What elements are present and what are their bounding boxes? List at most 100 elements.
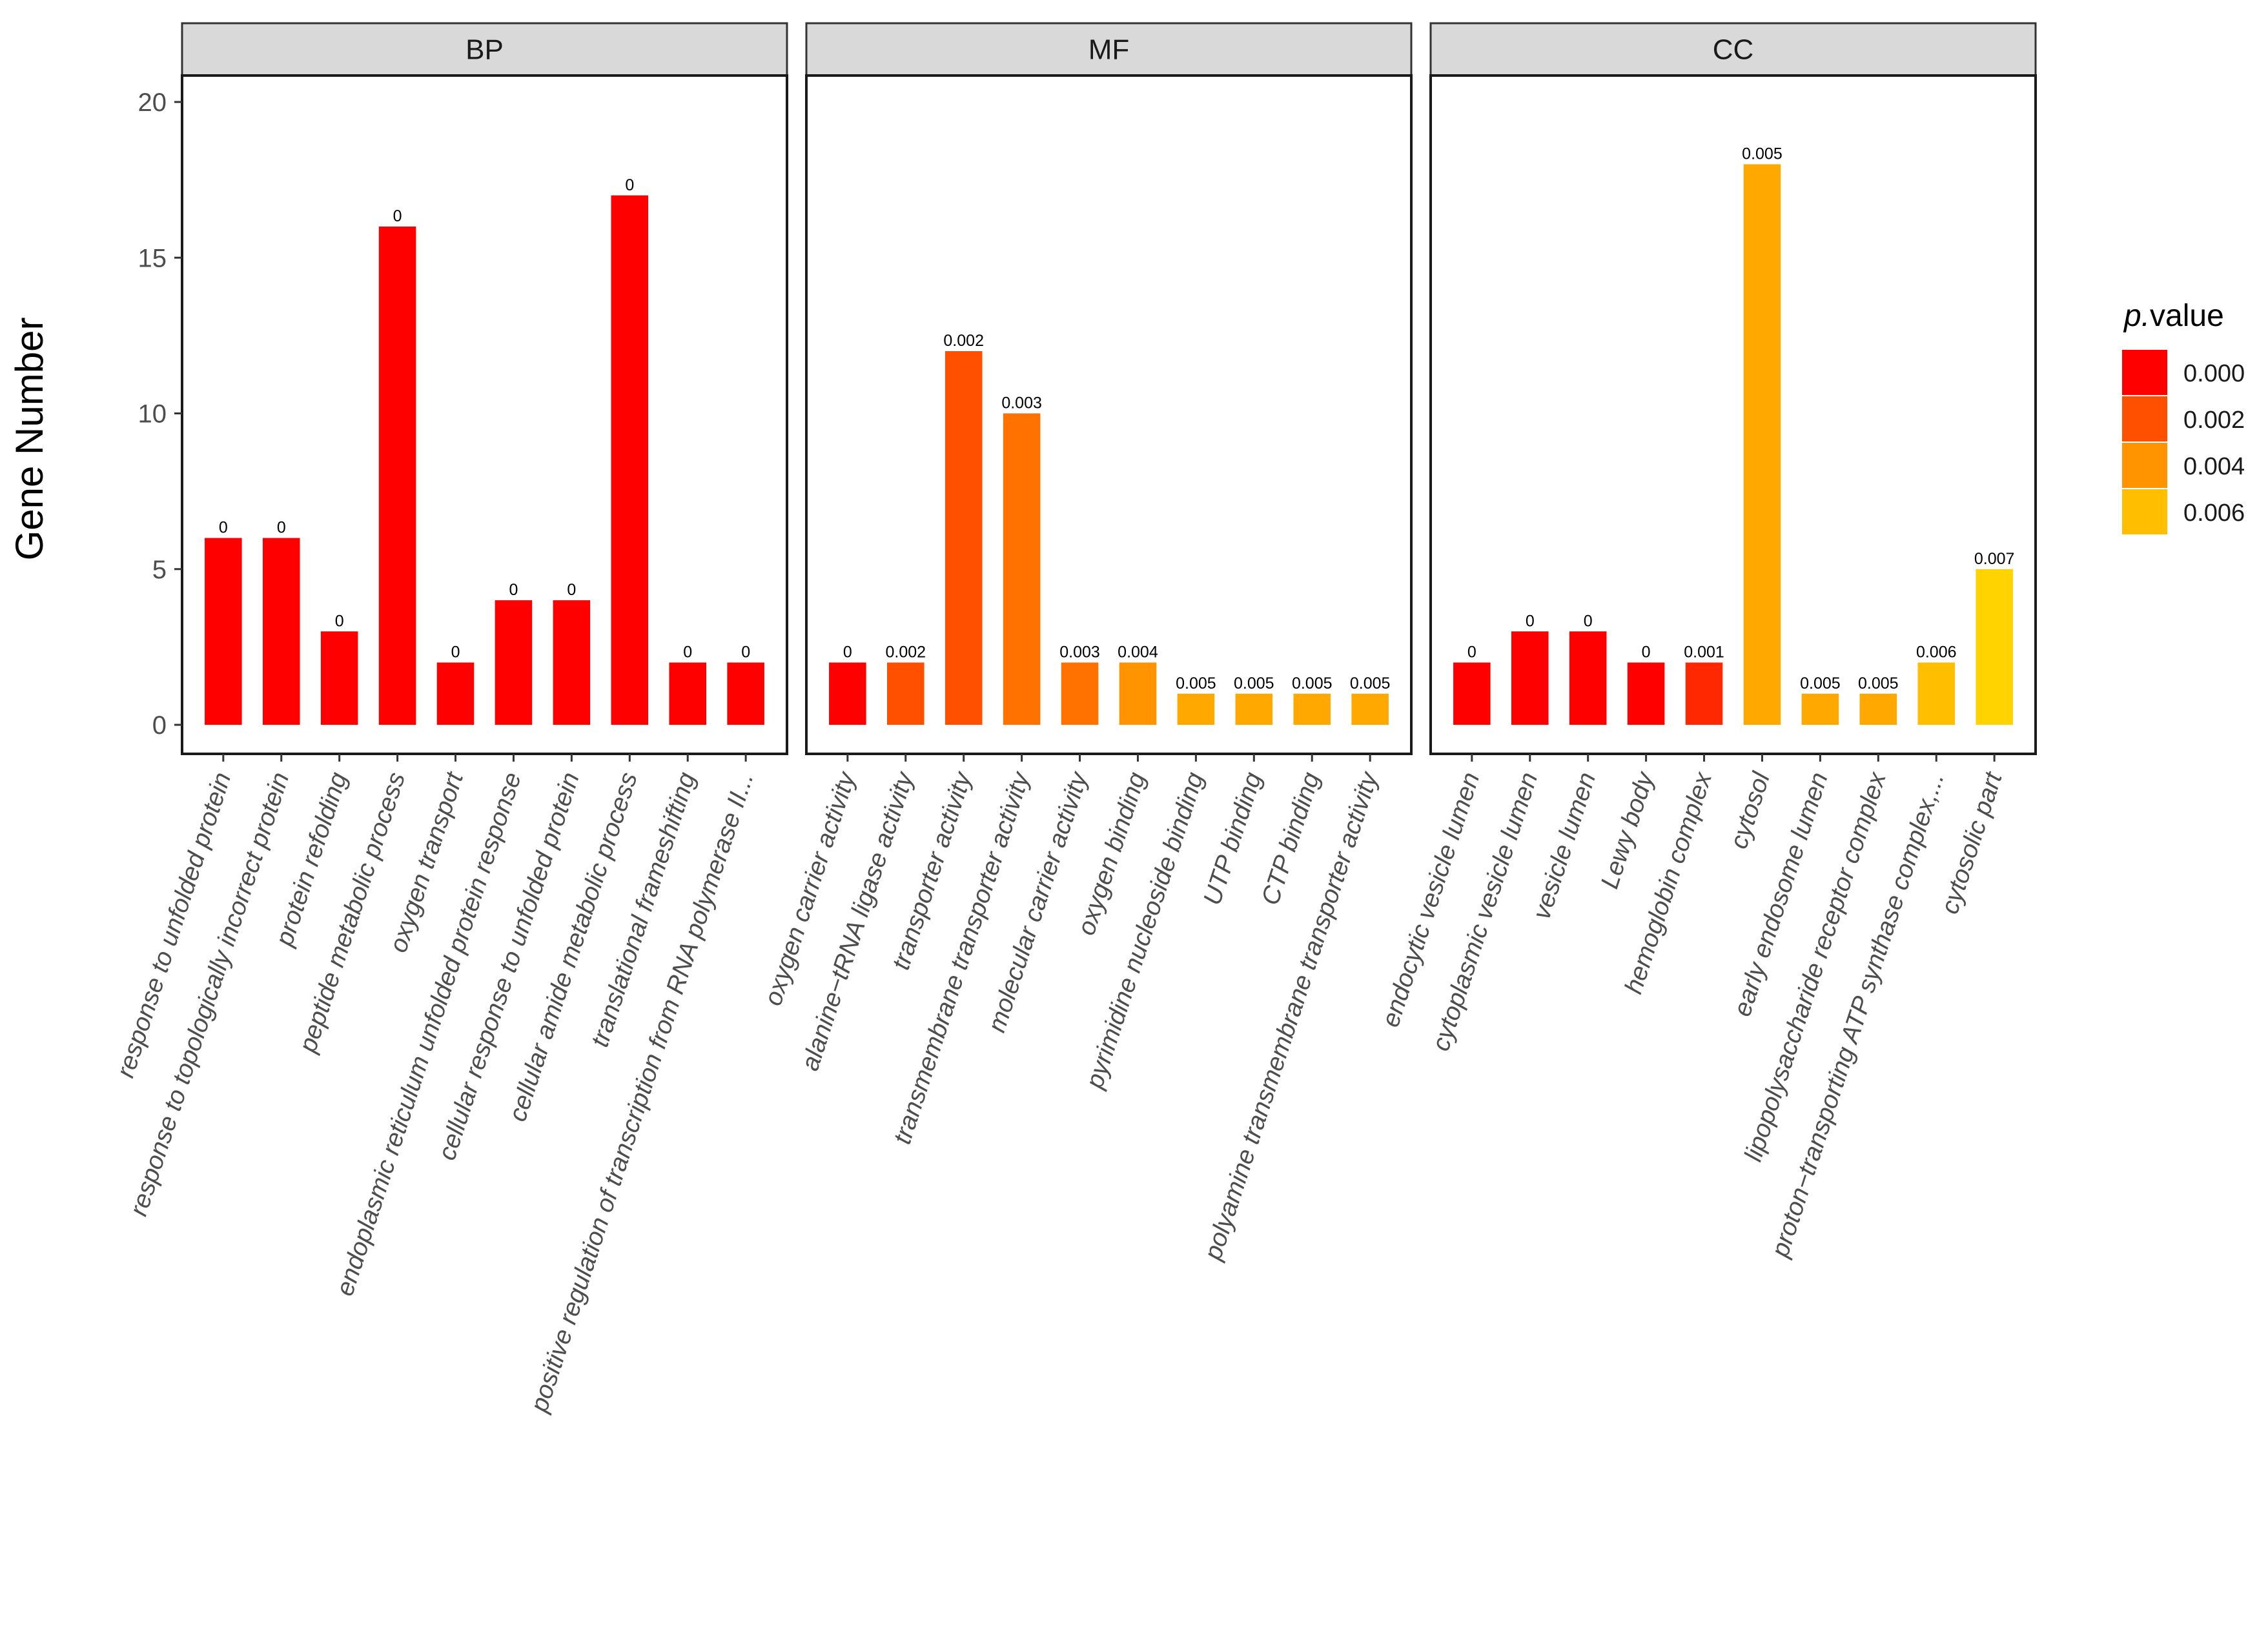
legend-label: 0.002 — [2183, 407, 2245, 434]
bar — [1453, 662, 1491, 725]
bar-value-label: 0 — [1642, 643, 1651, 662]
bar-value-label: 0.001 — [1684, 643, 1724, 662]
bar — [1685, 662, 1723, 725]
bar-value-label: 0.004 — [1118, 643, 1158, 662]
bar-value-label: 0.005 — [1858, 674, 1899, 693]
bar-value-label: 0 — [219, 519, 228, 537]
bar — [495, 600, 533, 725]
bar-value-label: 0 — [277, 519, 286, 537]
legend-key — [2121, 349, 2169, 396]
bar-value-label: 0.007 — [1974, 550, 2015, 568]
facet-strip-label: CC — [1713, 34, 1754, 66]
bar-value-label: 0 — [393, 207, 402, 225]
bar — [1293, 693, 1331, 725]
bar-value-label: 0.005 — [1234, 674, 1274, 693]
legend-title-suffix: value — [2150, 299, 2224, 333]
bar-value-label: 0 — [1584, 612, 1593, 630]
bar-value-label: 0 — [741, 643, 750, 662]
bar-value-label: 0 — [451, 643, 460, 662]
bar — [1917, 662, 1956, 725]
facet-strip — [1429, 22, 2037, 77]
bar-value-label: 0.005 — [1350, 674, 1391, 693]
legend: p.value 0.000 0.002 0.004 0.006 — [2121, 299, 2245, 536]
bar — [1177, 693, 1215, 725]
bar — [1351, 693, 1389, 725]
bar — [1976, 569, 2013, 725]
bar — [1003, 413, 1041, 725]
y-axis: 0 5 10 15 20 — [138, 88, 182, 740]
bar — [1859, 693, 1897, 725]
bar-value-label: 0.005 — [1292, 674, 1333, 693]
legend-title: p.value — [2123, 299, 2224, 333]
y-tick-label: 20 — [138, 88, 167, 117]
facet-strip-label: BP — [465, 34, 504, 66]
legend-key — [2121, 488, 2169, 536]
bar-value-label: 0.003 — [1059, 643, 1100, 662]
bar — [727, 662, 764, 725]
x-tick-label: positive regulation of transcription fro… — [525, 769, 759, 1415]
bar-value-label: 0 — [567, 581, 576, 599]
bar — [945, 351, 983, 725]
bar-value-label: 0 — [683, 643, 692, 662]
bar — [1743, 164, 1781, 725]
x-tick-label: cytosol — [1725, 768, 1776, 852]
bar — [1511, 631, 1549, 725]
bar — [1235, 693, 1273, 725]
bar-value-label: 0.002 — [943, 332, 984, 350]
bar — [262, 538, 300, 725]
bar — [1061, 662, 1099, 725]
bar-value-label: 0.005 — [1800, 674, 1841, 693]
x-tick-label: UTP binding — [1198, 769, 1267, 908]
bar — [669, 662, 707, 725]
x-tick-label: CTP binding — [1256, 769, 1325, 908]
x-tick-label: peptide metabolic process — [294, 769, 411, 1056]
bar — [320, 631, 358, 725]
bar-value-label: 0 — [625, 176, 634, 194]
legend-label: 0.004 — [2183, 453, 2245, 480]
bar — [1569, 631, 1607, 725]
legend-title-prefix: p. — [2123, 299, 2150, 333]
bar-value-label: 0.002 — [885, 643, 926, 662]
facet-strip — [181, 22, 788, 77]
bar — [553, 600, 591, 725]
legend-label: 0.000 — [2183, 360, 2245, 387]
y-tick-label: 15 — [138, 244, 167, 272]
bar-value-label: 0.005 — [1742, 145, 1783, 163]
bar — [205, 538, 242, 725]
x-tick-label: vesicle lumen — [1527, 769, 1601, 922]
bar-value-label: 0 — [1467, 643, 1476, 662]
legend-keys: 0.000 0.002 0.004 0.006 — [2121, 349, 2245, 536]
legend-key — [2121, 395, 2169, 443]
bar-value-label: 0 — [843, 643, 852, 662]
bar — [1801, 693, 1839, 725]
bar-value-label: 0.003 — [1001, 394, 1042, 412]
bar-value-label: 0 — [1526, 612, 1535, 630]
y-axis-title: Gene Number — [8, 318, 51, 561]
bar — [829, 662, 866, 725]
bar — [1119, 662, 1157, 725]
bar-value-label: 0.005 — [1176, 674, 1216, 693]
bar — [378, 227, 416, 725]
bar-value-label: 0 — [509, 581, 518, 599]
y-tick-label: 5 — [152, 556, 167, 584]
bar-value-label: 0 — [335, 612, 344, 630]
bar-value-label: 0.006 — [1916, 643, 1957, 662]
x-tick-label: cytosolic part — [1936, 767, 2008, 917]
y-tick-label: 10 — [138, 400, 167, 429]
panel-border — [805, 74, 1413, 755]
legend-label: 0.006 — [2183, 500, 2245, 527]
x-tick-label: Lewy body — [1596, 767, 1660, 892]
bar — [436, 662, 475, 725]
y-tick-label: 0 — [152, 711, 167, 740]
bar — [611, 195, 649, 725]
bar — [886, 662, 925, 725]
facet-strip-label: MF — [1088, 34, 1130, 66]
bar — [1627, 662, 1665, 725]
legend-key — [2121, 441, 2169, 489]
